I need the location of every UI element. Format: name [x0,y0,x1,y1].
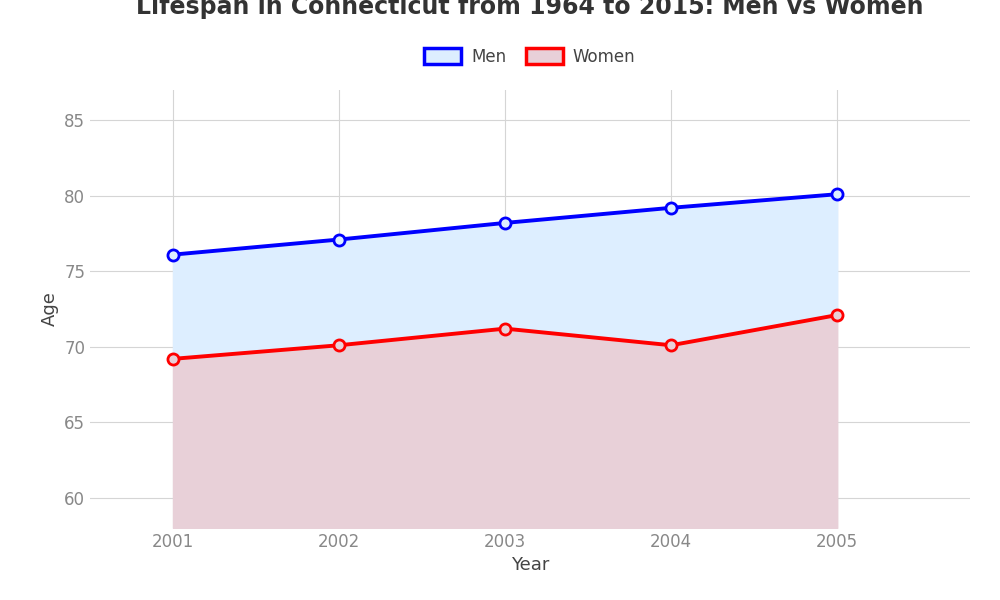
X-axis label: Year: Year [511,556,549,574]
Women [333,341,345,349]
Women [499,325,511,332]
Women [167,355,179,362]
Men [167,251,179,258]
Line: Men: Men [167,188,843,260]
Title: Lifespan in Connecticut from 1964 to 2015: Men vs Women: Lifespan in Connecticut from 1964 to 201… [136,0,924,19]
Women [665,341,677,349]
Men [831,191,843,198]
Men [665,204,677,211]
Line: Women: Women [167,310,843,364]
Men [499,220,511,227]
Men [333,236,345,243]
Legend: Men, Women: Men, Women [418,41,642,73]
Y-axis label: Age: Age [41,292,59,326]
Women [831,311,843,319]
